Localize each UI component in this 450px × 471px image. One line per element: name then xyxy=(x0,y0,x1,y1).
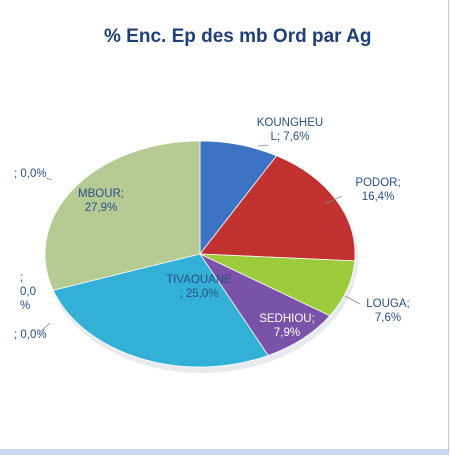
chart-title: % Enc. Ep des mb Ord par Ag xyxy=(104,26,372,47)
data-label-empty-6: ; 0,0% xyxy=(20,272,36,312)
leader-line-podor-1 xyxy=(324,195,343,205)
data-label-tivaouane-4: TIVAOUANE; 25,0% xyxy=(166,274,232,300)
chart-frame: % Enc. Ep des mb Ord par Ag KOUNGHEU L; 7… xyxy=(0,0,449,455)
leader-line-louga-2 xyxy=(344,295,361,305)
pie-slice-tivaouane-4 xyxy=(52,253,269,368)
slice-labels: KOUNGHEU L; 7,6% PODOR; 16,4% LOUGA; 7,6% SEDH… xyxy=(14,117,410,341)
pie-slices xyxy=(44,140,356,368)
data-label-podor-1: PODOR; 16,4% xyxy=(355,177,400,203)
leader-line-empty-8 xyxy=(45,177,53,181)
pie-slice-mbour-7 xyxy=(44,140,201,291)
pie-slice-sedhiou-3 xyxy=(198,253,331,356)
leader-lines xyxy=(39,144,361,333)
pie-chart: KOUNGHEU L; 7,6% PODOR; 16,4% LOUGA; 7,6% SEDH… xyxy=(14,117,410,373)
data-label-koungheul-0: KOUNGHEU L; 7,6% xyxy=(257,117,323,143)
data-label-empty-5: ; 0,0% xyxy=(14,329,47,341)
data-label-sedhiou-3: SEDHIOU; 7,9% xyxy=(259,313,315,339)
leader-line-empty-5 xyxy=(39,322,51,333)
data-label-louga-2: LOUGA; 7,6% xyxy=(366,298,409,324)
data-label-mbour-7: MBOUR; 27,9% xyxy=(78,188,124,214)
data-label-empty-8: ; 0,0% xyxy=(14,168,47,180)
pie-slice-podor-1 xyxy=(199,155,356,262)
leader-line-koungheul-0 xyxy=(257,144,269,147)
